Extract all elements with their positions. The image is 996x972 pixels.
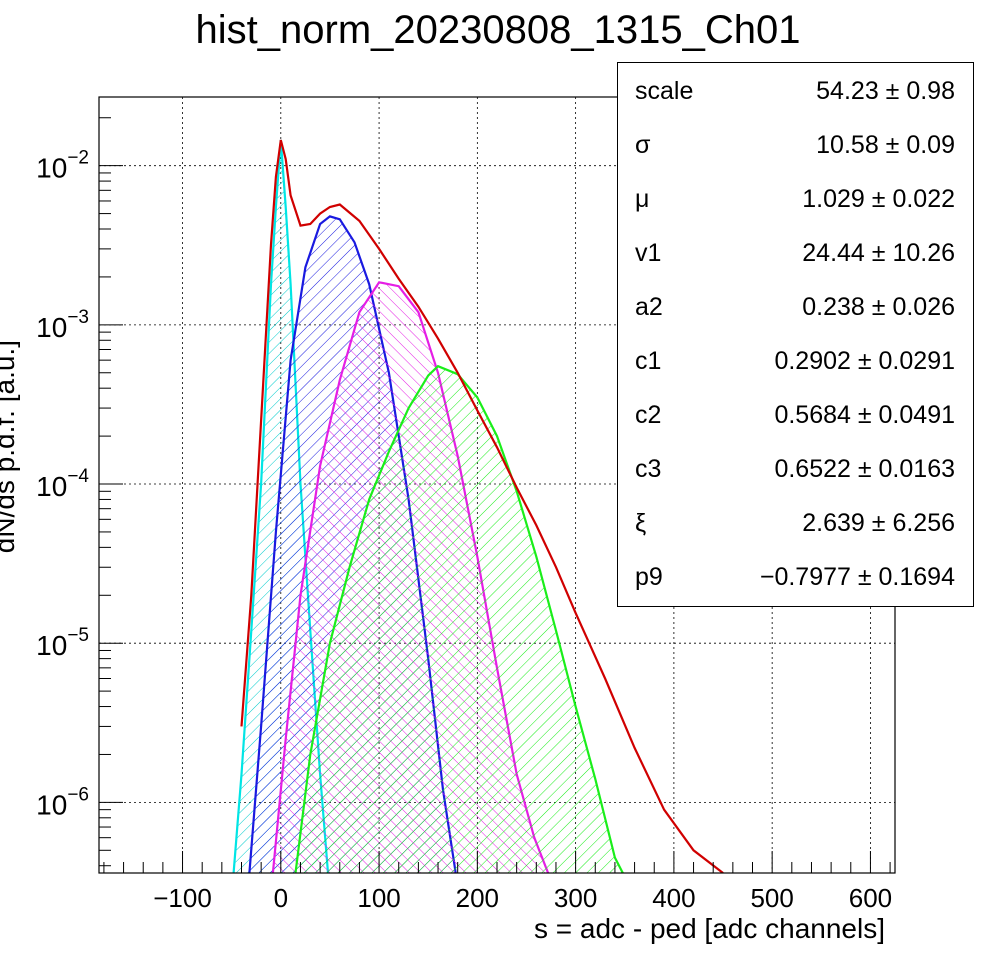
y-tick-label: 10−2 [36,148,89,184]
x-axis-label: s = adc - ped [adc channels] [534,913,885,944]
x-tick-label: 600 [849,883,892,913]
x-tick-label: 500 [750,883,793,913]
stats-param-name: μ [635,185,650,213]
x-tick-label: 200 [456,883,499,913]
fit-stats-box: scale 54.23 ± 0.98 σ 10.58 ± 0.09 μ 1.029 ± 0… [617,62,974,607]
stats-param-name: c2 [635,401,662,429]
y-tick-label: 10−4 [36,466,89,502]
stats-row: c3 0.6522 ± 0.0163 [618,441,973,495]
series-fill-green [295,366,623,873]
stats-param-name: σ [635,131,651,159]
series-curve-total [240,139,724,873]
x-tick-label: 400 [652,883,695,913]
y-tick-label: 10−5 [36,625,89,661]
x-tick-label: −100 [153,883,212,913]
stats-row: ξ 2.639 ± 6.256 [618,495,973,549]
stats-row: c2 0.5684 ± 0.0491 [618,387,973,441]
stats-param-value: 54.23 ± 0.98 [816,77,955,105]
stats-param-name: v1 [635,239,662,267]
stats-row: scale 54.23 ± 0.98 [618,63,973,117]
stats-row: c1 0.2902 ± 0.0291 [618,333,973,387]
y-tick-label: 10−3 [36,307,89,343]
stats-row: v1 24.44 ± 10.26 [618,225,973,279]
x-tick-label: 300 [554,883,597,913]
stats-param-value: −0.7977 ± 0.1694 [759,563,955,591]
x-tick-label: 0 [274,883,288,913]
stats-param-value: 24.44 ± 10.26 [802,239,955,267]
stats-param-name: p9 [635,563,663,591]
stats-row: p9 −0.7977 ± 0.1694 [618,549,973,603]
stats-param-value: 0.238 ± 0.026 [802,293,955,321]
stats-param-value: 2.639 ± 6.256 [802,509,955,537]
stats-row: σ 10.58 ± 0.09 [618,117,973,171]
stats-param-name: c3 [635,455,662,483]
axis-layer: −100 0 100 200 300 400 500 600 10−6 10−5 10−4 10−3 1… [36,117,892,913]
stats-param-value: 1.029 ± 0.022 [802,185,955,213]
stats-param-value: 10.58 ± 0.09 [816,131,955,159]
stats-param-value: 0.5684 ± 0.0491 [774,401,955,429]
stats-param-value: 0.2902 ± 0.0291 [774,347,955,375]
stats-param-value: 0.6522 ± 0.0163 [774,455,955,483]
stats-param-name: ξ [635,509,647,537]
stats-param-name: scale [635,77,694,105]
series-layer [232,139,724,873]
y-tick-label: 10−6 [36,784,89,820]
stats-param-name: c1 [635,347,662,375]
chart-title: hist_norm_20230808_1315_Ch01 [195,8,801,52]
stats-row: μ 1.029 ± 0.022 [618,171,973,225]
stats-row: a2 0.238 ± 0.026 [618,279,973,333]
y-axis-label: dN/ds p.d.f. [a.u.] [0,340,20,553]
x-tick-label: 100 [357,883,400,913]
stats-param-name: a2 [635,293,663,321]
